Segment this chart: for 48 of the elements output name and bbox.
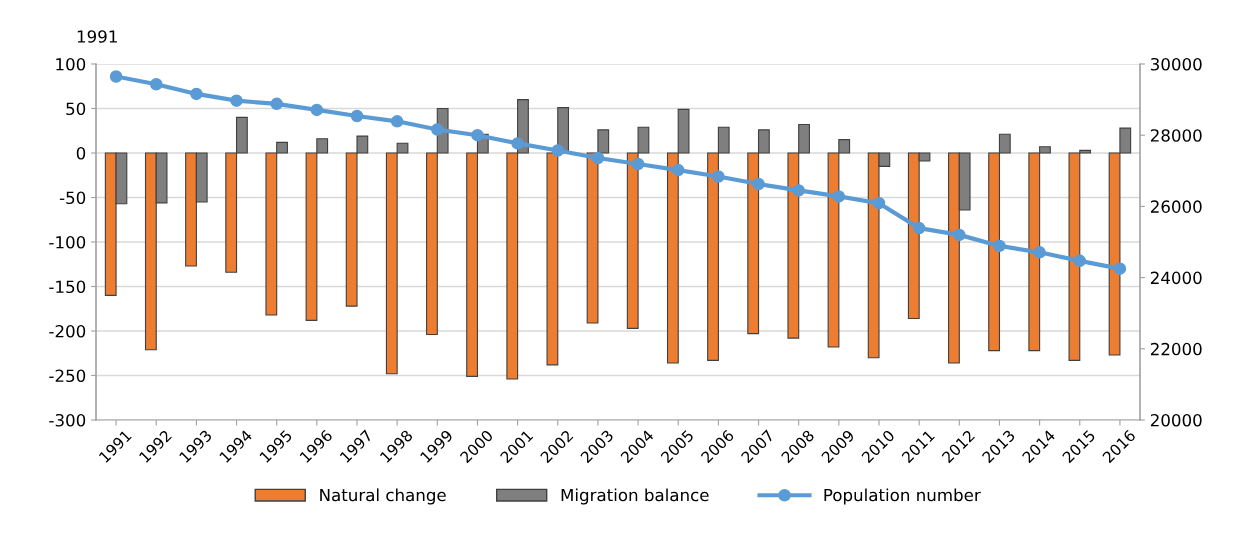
point	[551, 144, 565, 157]
point	[953, 228, 966, 242]
point	[390, 115, 404, 128]
y-tick-label: -50	[59, 191, 86, 205]
point	[471, 128, 484, 142]
point	[350, 109, 364, 123]
point	[792, 184, 805, 197]
point	[631, 157, 645, 171]
point	[270, 97, 283, 111]
legend-label: Migration balance	[561, 488, 709, 505]
point	[109, 70, 123, 83]
point	[230, 94, 243, 107]
point	[591, 151, 605, 165]
point	[1033, 246, 1046, 259]
legend-label: Natural change	[320, 488, 446, 505]
y-tick-label: -250	[49, 369, 86, 383]
point	[752, 177, 765, 191]
y2-tick-label: 26000	[1150, 200, 1202, 213]
point	[149, 78, 163, 91]
bar	[597, 129, 610, 154]
bar	[586, 152, 599, 324]
point	[993, 239, 1006, 253]
y-tick-label: 0	[76, 146, 86, 160]
y2-tick-label: 20000	[1150, 413, 1202, 427]
point	[832, 190, 846, 203]
y2-tick-label: 24000	[1150, 271, 1202, 285]
point	[1073, 254, 1087, 268]
y-tick-label: -200	[49, 324, 86, 338]
y2-tick-label: 28000	[1150, 129, 1202, 142]
y-tick-label: 100	[56, 57, 86, 71]
bar	[546, 152, 559, 366]
point	[1113, 262, 1127, 275]
point	[671, 163, 685, 177]
legend-label: Population number	[824, 488, 981, 505]
point	[712, 170, 725, 183]
point	[431, 123, 444, 136]
y2-tick-label: 30000	[1150, 57, 1202, 71]
text: 1991	[77, 30, 117, 43]
point	[511, 137, 524, 150]
point	[872, 196, 886, 210]
y-tick-label: -150	[49, 280, 86, 294]
point	[310, 103, 324, 117]
y-tick-label: -300	[49, 413, 86, 427]
y-tick-label: 50	[66, 102, 86, 116]
y2-tick-label: 22000	[1150, 342, 1202, 356]
y-tick-label: -100	[49, 235, 86, 249]
point	[190, 87, 203, 101]
point	[912, 221, 926, 235]
